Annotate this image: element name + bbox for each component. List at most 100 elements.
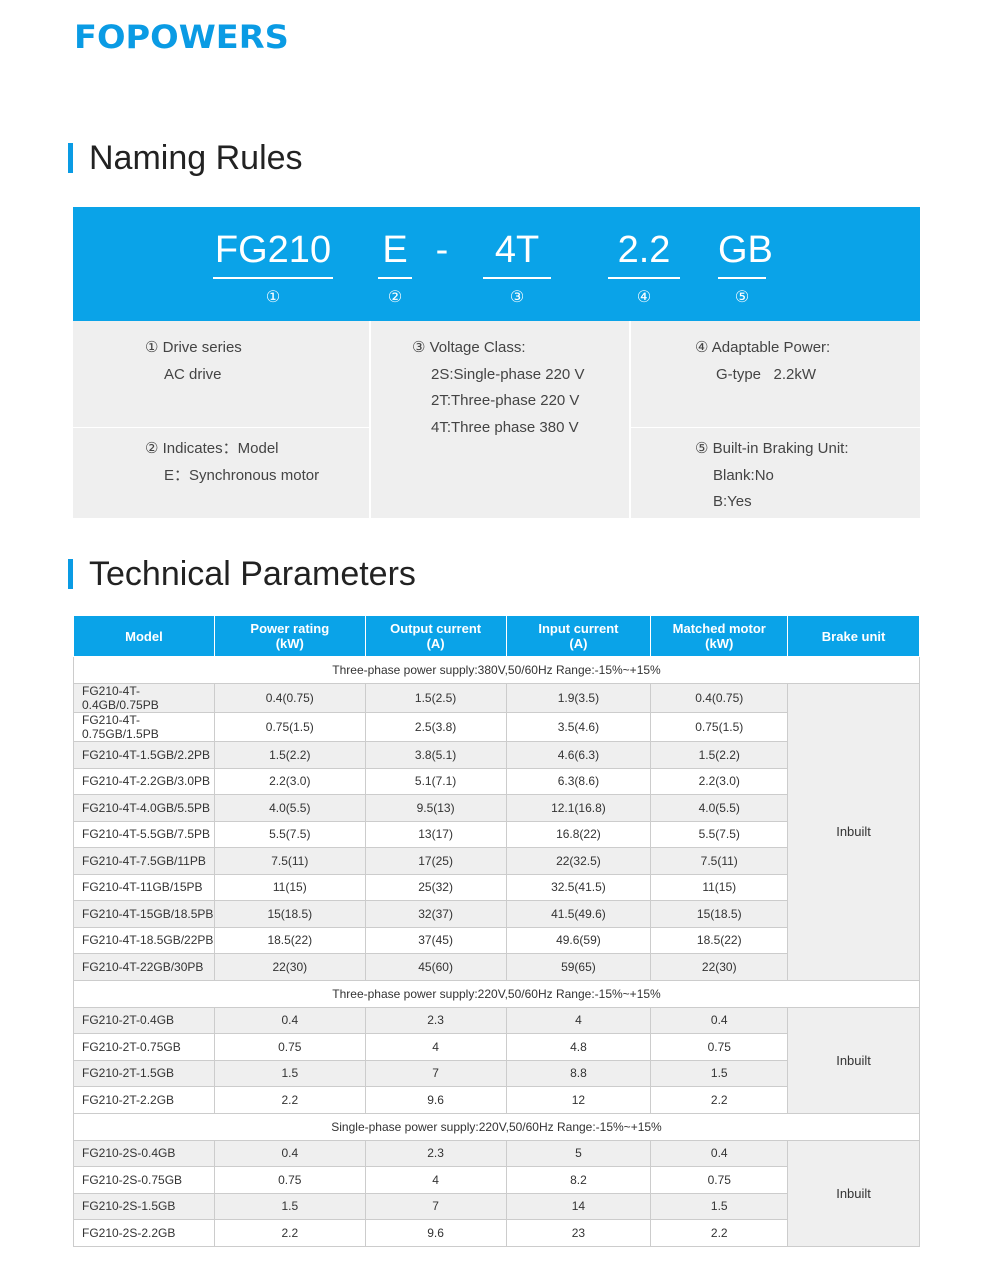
table-row: FG210-2S-0.75GB 0.75 4 8.2 0.75 (73, 1166, 920, 1194)
table-row: FG210-2S-1.5GB 1.5 7 14 1.5 (73, 1192, 920, 1220)
table-cell: 2.3 (364, 1006, 507, 1034)
code-segment: 4T ③ (483, 227, 551, 307)
table-cell: 8.8 (505, 1059, 652, 1087)
table-row: FG210-2S-0.4GB 0.4 2.3 5 0.4 Inbuilt (73, 1139, 920, 1247)
table-cell: 7 (364, 1192, 507, 1220)
table-cell: 5.1(7.1) (364, 767, 507, 795)
table-cell: FG210-2S-0.4GB (73, 1139, 215, 1167)
section-label: Three-phase power supply:220V,50/60Hz Ra… (73, 979, 920, 1008)
table-cell: 11(15) (213, 873, 366, 901)
table-cell: 4.0(5.5) (213, 794, 366, 822)
table-row: FG210-4T-7.5GB/11PB 7.5(11) 17(25) 22(32.5)… (73, 847, 920, 875)
segment-number: ⑤ (734, 289, 750, 306)
column-header: Model (73, 615, 215, 657)
table-cell: FG210-2S-2.2GB (73, 1219, 215, 1247)
technical-parameters-table: Model Power rating (kW) Output current (A) In… (73, 615, 920, 1247)
table-cell: 0.75 (650, 1033, 789, 1061)
header-unit: (A) (569, 636, 588, 651)
table-cell: 18.5(22) (650, 926, 789, 954)
panel-text: E：Synchronous motor (164, 466, 320, 484)
brake-unit-cell: Inbuilt (787, 683, 920, 981)
table-cell: 49.6(59) (505, 926, 652, 954)
panel-heading: ① Drive series (145, 339, 242, 356)
table-cell: 22(32.5) (505, 847, 652, 875)
table-cell: 0.4(0.75) (213, 683, 366, 713)
header-label: Power rating (250, 621, 330, 636)
table-cell: 2.2 (650, 1086, 789, 1114)
table-cell: 22(30) (213, 953, 366, 981)
section-row: Three-phase power supply:380V,50/60Hz Ra… (73, 656, 920, 684)
table-cell: 4.0(5.5) (650, 794, 789, 822)
table-cell: 1.5 (213, 1059, 366, 1087)
panel-drive-series: ① Drive series AC drive (73, 321, 369, 427)
table-cell: 15(18.5) (213, 900, 366, 928)
brake-unit-cell: Inbuilt (787, 1006, 920, 1114)
table-cell: 5.5(7.5) (650, 820, 789, 848)
table-cell: 5 (505, 1139, 652, 1167)
code-segment: 2.2 ④ (608, 227, 680, 307)
table-row: FG210-2T-1.5GB 1.5 7 8.8 1.5 (73, 1059, 920, 1087)
table-cell: FG210-4T-22GB/30PB (73, 953, 215, 981)
table-row: FG210-2T-0.75GB 0.75 4 4.8 0.75 (73, 1033, 920, 1061)
header-label: Brake unit (821, 628, 886, 644)
code-segment: GB ⑤ (718, 227, 773, 307)
code-segment: FG210 ① (213, 227, 333, 307)
table-cell: 23 (505, 1219, 652, 1247)
table-row: FG210-4T-5.5GB/7.5PB 5.5(7.5) 13(17) 16.8(2… (73, 820, 920, 848)
table-cell: 3.5(4.6) (505, 712, 652, 742)
table-cell: 0.4 (650, 1139, 789, 1167)
table-cell: 15(18.5) (650, 900, 789, 928)
table-cell: FG210-2S-0.75GB (73, 1166, 215, 1194)
table-cell: 4 (364, 1166, 507, 1194)
table-cell: 1.5 (213, 1192, 366, 1220)
panel-text: 2T:Three-phase 220 V (431, 392, 580, 409)
table-cell: FG210-2T-0.4GB (73, 1006, 215, 1034)
table-cell: 7.5(11) (650, 847, 789, 875)
table-cell: 25(32) (364, 873, 507, 901)
table-row: FG210-2T-2.2GB 2.2 9.6 12 2.2 (73, 1086, 920, 1114)
table-cell: 4.8 (505, 1033, 652, 1061)
table-cell: 12 (505, 1086, 652, 1114)
table-cell: 1.9(3.5) (505, 683, 652, 713)
header-label: Matched motor (672, 621, 766, 636)
panel-text: Blank:No (713, 466, 774, 484)
table-cell: FG210-4T-18.5GB/22PB (73, 926, 215, 954)
table-cell: FG210-4T-11GB/15PB (73, 873, 215, 901)
table-cell: 1.5 (650, 1192, 789, 1220)
table-cell: 16.8(22) (505, 820, 652, 848)
table-cell: 8.2 (505, 1166, 652, 1194)
table-row: FG210-2S-2.2GB 2.2 9.6 23 2.2 (73, 1219, 920, 1247)
table-cell: 4.6(6.3) (505, 741, 652, 769)
table-row: FG210-2T-0.4GB 0.4 2.3 4 0.4 Inbuilt (73, 1006, 920, 1114)
panel-text: AC drive (164, 365, 222, 383)
header-label: Input current (538, 621, 619, 636)
table-cell: 9.6 (364, 1086, 507, 1114)
table-cell: 4 (505, 1006, 652, 1034)
table-cell: 11(15) (650, 873, 789, 901)
naming-rules-title: Naming Rules (68, 141, 303, 175)
table-cell: 0.75 (213, 1166, 366, 1194)
table-cell: 9.5(13) (364, 794, 507, 822)
table-cell: 32(37) (364, 900, 507, 928)
table-cell: 0.4 (213, 1006, 366, 1034)
column-header: Matched motor (kW) (650, 615, 789, 657)
table-cell: 1.5(2.2) (213, 741, 366, 769)
naming-code-banner: FG210 ① E ② -4T ③ 2.2 ④ GB ⑤ (73, 207, 920, 321)
segment-code: E (378, 227, 412, 279)
table-cell: 0.75(1.5) (213, 712, 366, 742)
table-cell: 14 (505, 1192, 652, 1220)
column-header: Input current (A) (505, 615, 652, 657)
table-cell: FG210-2T-1.5GB (73, 1059, 215, 1087)
panel-text: 2S:Single-phase 220 V (431, 365, 585, 383)
column-header: Output current (A) (364, 615, 507, 657)
table-cell: 37(45) (364, 926, 507, 954)
table-cell: FG210-4T-15GB/18.5PB (73, 900, 215, 928)
table-cell: 1.5(2.2) (650, 741, 789, 769)
panel-heading: ④ Adaptable Power: (695, 339, 831, 356)
segment-number: ③ (509, 289, 525, 306)
table-cell: 3.8(5.1) (364, 741, 507, 769)
header-label: Model (125, 628, 163, 644)
table-cell: 1.5 (650, 1059, 789, 1087)
table-cell: 2.2(3.0) (650, 767, 789, 795)
